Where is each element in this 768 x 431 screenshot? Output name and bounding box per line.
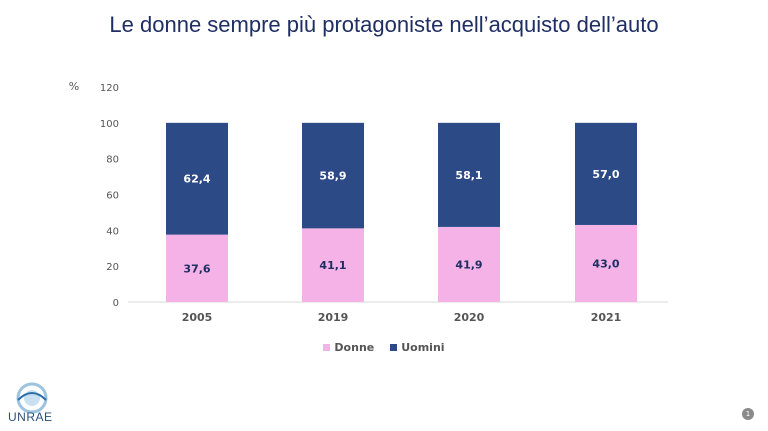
data-label-uomini-2020: 58,1 — [455, 169, 482, 182]
data-label-donne-2019: 41,1 — [319, 259, 346, 272]
stacked-bar-chart: % 0 20 40 60 80 100 120 37,6 62,4 41,1 58,9 41,9 58… — [69, 80, 668, 324]
legend-item-donne: Donne — [323, 341, 374, 354]
x-tick-label-2005: 2005 — [182, 311, 213, 324]
x-tick-label-2019: 2019 — [318, 311, 349, 324]
y-axis-ticks: 0 20 40 60 80 100 120 — [100, 83, 119, 309]
x-tick-label-2020: 2020 — [454, 311, 485, 324]
legend-swatch-uomini — [390, 344, 398, 351]
y-tick-label: 40 — [106, 226, 119, 237]
data-label-uomini-2005: 62,4 — [183, 173, 210, 186]
legend-swatch-donne — [323, 344, 331, 351]
data-label-donne-2020: 41,9 — [455, 258, 482, 271]
y-tick-label: 20 — [106, 262, 119, 273]
bar-uomini-2019 — [302, 122, 364, 229]
data-label-donne-2021: 43,0 — [592, 257, 619, 270]
legend-item-uomini: Uomini — [390, 341, 445, 354]
y-tick-label: 80 — [106, 155, 119, 166]
x-axis-ticks: 2005 2019 2020 2021 — [182, 311, 622, 324]
page-number: 1 — [742, 408, 754, 420]
bar-uomini-2021 — [575, 122, 637, 225]
bar-uomini-2020 — [438, 122, 500, 227]
bar-donne-2005 — [166, 234, 228, 302]
legend: Donne Uomini — [0, 341, 768, 354]
y-axis-label: % — [69, 80, 79, 93]
y-tick-label: 0 — [113, 298, 119, 309]
bar-donne-2019 — [302, 228, 364, 302]
data-label-uomini-2019: 58,9 — [319, 170, 346, 183]
logo-text: UNRAE — [8, 410, 53, 424]
bar-uomini-2005 — [166, 122, 228, 235]
y-tick-label: 60 — [106, 191, 119, 202]
unrae-logo-icon — [16, 382, 48, 414]
y-tick-label: 100 — [100, 119, 119, 130]
legend-label-donne: Donne — [334, 341, 375, 354]
x-tick-label-2021: 2021 — [591, 311, 622, 324]
legend-label-uomini: Uomini — [401, 341, 445, 354]
bars: 37,6 62,4 41,1 58,9 41,9 58,1 43,0 57,0 — [166, 122, 637, 302]
bar-donne-2020 — [438, 226, 500, 302]
data-label-donne-2005: 37,6 — [183, 262, 210, 275]
slide-title: Le donne sempre più protagoniste nell’ac… — [109, 12, 659, 37]
y-tick-label: 120 — [100, 83, 119, 94]
bar-donne-2021 — [575, 224, 637, 302]
data-label-uomini-2021: 57,0 — [592, 168, 619, 181]
